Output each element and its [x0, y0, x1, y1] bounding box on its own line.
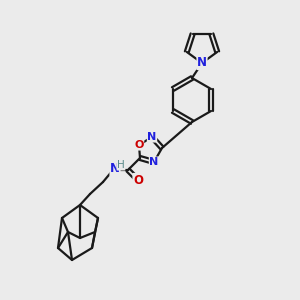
Text: N: N [110, 163, 120, 176]
Text: N: N [147, 132, 157, 142]
Text: N: N [149, 157, 159, 167]
Text: O: O [134, 140, 144, 150]
Text: O: O [133, 173, 143, 187]
Text: H: H [117, 160, 125, 170]
Text: N: N [197, 56, 207, 70]
